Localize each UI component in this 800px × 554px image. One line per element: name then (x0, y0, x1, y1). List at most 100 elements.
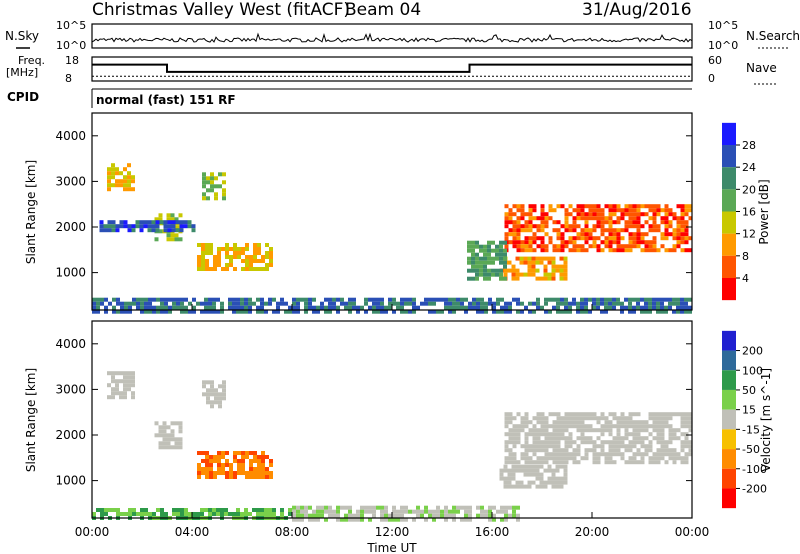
power-cell (616, 240, 621, 245)
power-cell (201, 259, 205, 263)
velocity-cell (539, 472, 544, 477)
power-cell (688, 204, 693, 209)
velocity-cell (444, 517, 448, 522)
velocity-cell (360, 517, 364, 522)
velocity-cell (568, 416, 573, 421)
power-cell (540, 224, 545, 229)
velocity-cell (636, 420, 641, 425)
velocity-cell (260, 512, 264, 516)
velocity-cell (540, 460, 545, 465)
velocity-cell (568, 452, 573, 457)
power-cell (536, 301, 540, 306)
velocity-cell (380, 509, 384, 514)
power-cell (276, 305, 280, 310)
power-cell (256, 297, 260, 302)
power-cell (588, 297, 592, 302)
power-cell (217, 259, 221, 263)
power-cell (500, 297, 504, 302)
velocity-cell (648, 460, 653, 465)
velocity-cell (216, 508, 220, 512)
velocity-cell (212, 512, 216, 516)
power-cell (136, 297, 140, 302)
power-cell (628, 248, 633, 253)
power-cell (131, 175, 135, 180)
power-cell (240, 305, 244, 310)
power-cell (127, 224, 132, 229)
velocity-cell (292, 505, 296, 510)
power-cell (456, 305, 460, 310)
power-cell (128, 305, 132, 310)
power-cell (436, 309, 440, 314)
power-cell (572, 248, 577, 253)
velocity-cell (488, 517, 492, 522)
power-cell (580, 301, 584, 306)
power-colorbar-swatch (722, 277, 736, 301)
velocity-cell (336, 513, 340, 518)
velocity-cell (328, 513, 332, 518)
velocity-cell (564, 424, 569, 429)
power-cell (483, 260, 487, 265)
power-cell (151, 224, 156, 229)
power-cell (676, 228, 681, 233)
power-y-label: Slant Range [km] (24, 160, 38, 264)
power-cell (504, 216, 509, 221)
velocity-cell (584, 448, 589, 453)
power-cell (448, 309, 452, 314)
power-cell (128, 301, 132, 306)
velocity-cell (148, 512, 152, 516)
velocity-cell (600, 428, 605, 433)
power-cell (296, 305, 300, 310)
power-cell (688, 236, 693, 241)
velocity-cell (119, 391, 123, 396)
velocity-cell (253, 451, 257, 455)
power-cell (155, 220, 160, 225)
power-cell (600, 297, 604, 302)
velocity-cell (600, 440, 605, 445)
velocity-cell (684, 416, 689, 421)
power-cell (471, 256, 475, 261)
power-cell (237, 251, 241, 255)
velocity-cell (217, 463, 221, 467)
power-cell (511, 272, 516, 277)
velocity-cell (368, 505, 372, 510)
power-cell (131, 179, 135, 184)
power-cell (472, 297, 476, 302)
power-cell (480, 301, 484, 306)
velocity-cell (552, 444, 557, 449)
velocity-cell (564, 440, 569, 445)
velocity-cell (214, 400, 218, 405)
power-cell (201, 247, 205, 251)
power-cell (496, 297, 500, 302)
velocity-cell (520, 452, 525, 457)
velocity-cell (158, 441, 163, 446)
velocity-cell (628, 416, 633, 421)
velocity-cell (636, 412, 641, 417)
power-cell (560, 224, 565, 229)
power-cell (280, 301, 284, 306)
power-cell (544, 224, 549, 229)
power-colorbar-swatch (722, 122, 736, 146)
power-cell (632, 212, 637, 217)
power-cell (612, 240, 617, 245)
velocity-cell (568, 432, 573, 437)
velocity-cell (515, 484, 520, 489)
velocity-cell (532, 448, 537, 453)
power-cell (524, 305, 528, 310)
velocity-cell (664, 424, 669, 429)
velocity-cell (216, 512, 220, 516)
velocity-cell (256, 512, 260, 516)
power-cell (99, 228, 104, 233)
velocity-cell (228, 512, 232, 516)
power-cell (148, 297, 152, 302)
velocity-cell (620, 452, 625, 457)
velocity-cell (272, 512, 276, 516)
power-cell (475, 272, 479, 277)
power-cell (424, 301, 428, 306)
power-cell (174, 237, 179, 242)
velocity-cell (548, 452, 553, 457)
power-cell (544, 216, 549, 221)
power-cell (684, 232, 689, 237)
velocity-cell (536, 460, 541, 465)
power-cell (684, 297, 688, 302)
power-cell (197, 259, 201, 263)
